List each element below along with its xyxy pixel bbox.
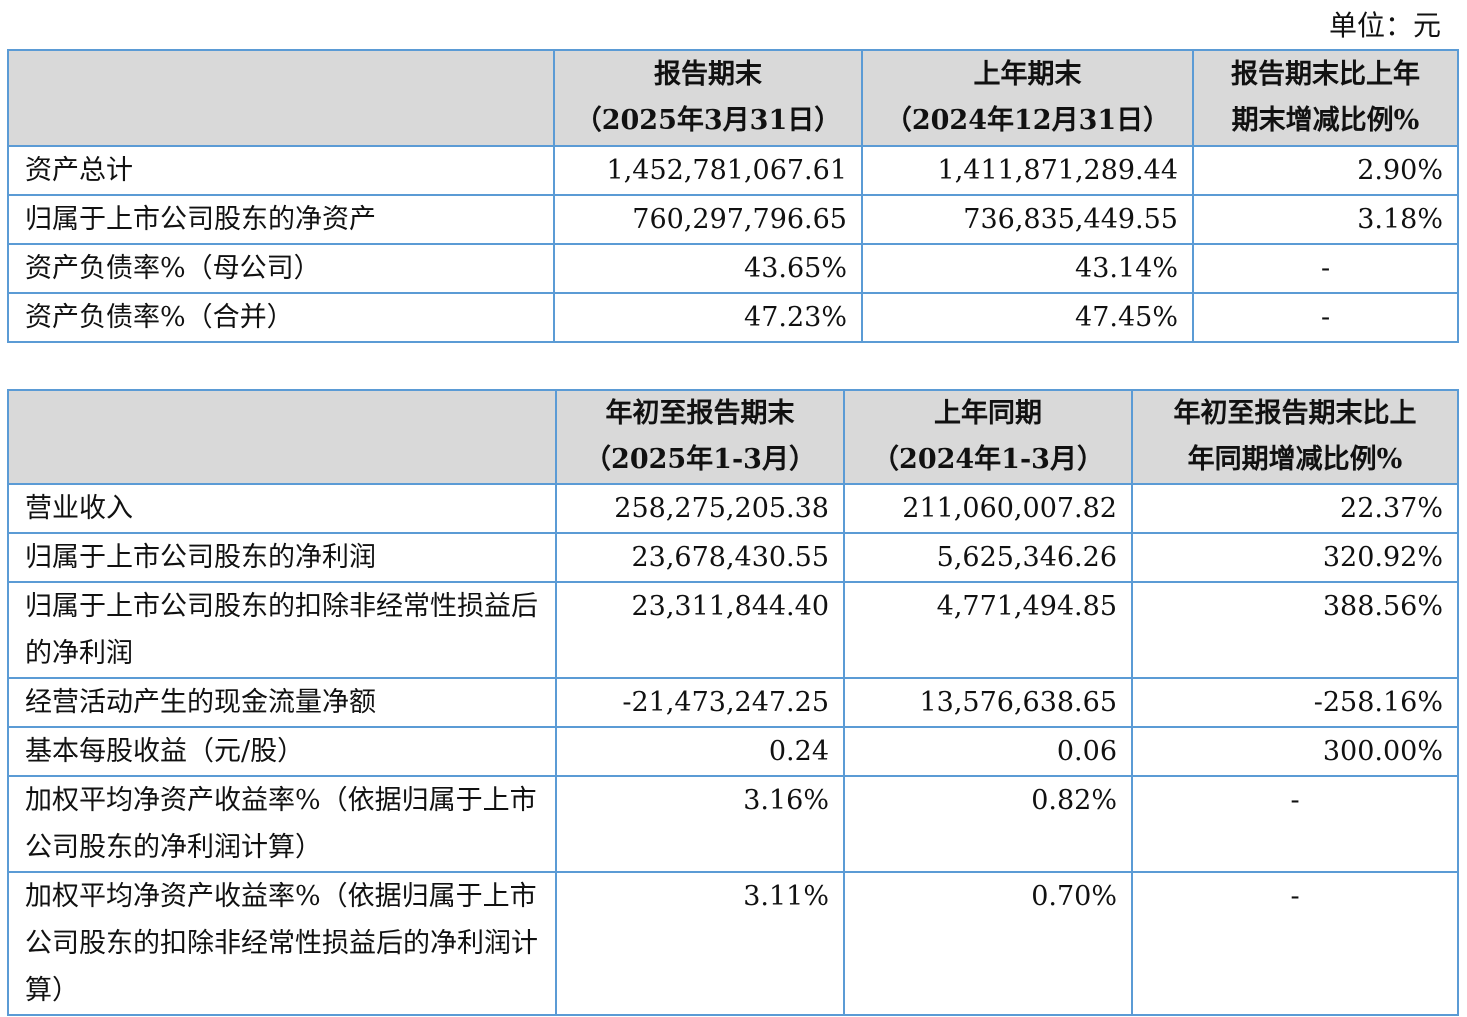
change-value: -258.16% <box>1131 677 1459 728</box>
prior-value: 736,835,449.55 <box>861 194 1194 245</box>
change-value: 388.56% <box>1131 581 1459 679</box>
table-row: 基本每股收益（元/股） 0.24 0.06 300.00% <box>7 726 1459 777</box>
header-ytd-period: 年初至报告期末 （2025年1-3月） <box>555 389 845 485</box>
table-row: 归属于上市公司股东的净资产 760,297,796.65 736,835,449… <box>7 194 1459 245</box>
current-value: 3.11% <box>555 871 845 1016</box>
prior-value: 0.70% <box>843 871 1133 1016</box>
table-row: 归属于上市公司股东的扣除非经常性损益后的净利润 23,311,844.40 4,… <box>7 581 1459 679</box>
row-label: 归属于上市公司股东的扣除非经常性损益后的净利润 <box>7 581 557 679</box>
row-label: 归属于上市公司股东的净资产 <box>7 194 555 245</box>
header-blank-cell <box>7 389 557 485</box>
change-value: 2.90% <box>1192 145 1459 196</box>
balance-sheet-table: 报告期末 （2025年3月31日） 上年期末 （2024年12月31日） 报告期… <box>7 49 1459 343</box>
table-row: 经营活动产生的现金流量净额 -21,473,247.25 13,576,638.… <box>7 677 1459 728</box>
current-value: 47.23% <box>553 292 863 343</box>
current-value: 0.24 <box>555 726 845 777</box>
header-blank-cell <box>7 49 555 147</box>
prior-value: 13,576,638.65 <box>843 677 1133 728</box>
income-statement-table: 年初至报告期末 （2025年1-3月） 上年同期 （2024年1-3月） 年初至… <box>7 389 1459 1016</box>
table-row: 资产负债率%（合并） 47.23% 47.45% - <box>7 292 1459 343</box>
change-value: 320.92% <box>1131 532 1459 583</box>
prior-value: 47.45% <box>861 292 1194 343</box>
prior-value: 5,625,346.26 <box>843 532 1133 583</box>
table-header-row: 年初至报告期末 （2025年1-3月） 上年同期 （2024年1-3月） 年初至… <box>7 389 1459 485</box>
prior-value: 0.06 <box>843 726 1133 777</box>
change-value: 3.18% <box>1192 194 1459 245</box>
row-label: 资产负债率%（母公司） <box>7 243 555 294</box>
header-prior-year-end: 上年期末 （2024年12月31日） <box>861 49 1194 147</box>
current-value: 3.16% <box>555 775 845 873</box>
prior-value: 4,771,494.85 <box>843 581 1133 679</box>
change-value: - <box>1192 292 1459 343</box>
header-change-ratio: 报告期末比上年 期末增减比例% <box>1192 49 1459 147</box>
current-value: -21,473,247.25 <box>555 677 845 728</box>
row-label: 基本每股收益（元/股） <box>7 726 557 777</box>
row-label: 经营活动产生的现金流量净额 <box>7 677 557 728</box>
current-value: 23,678,430.55 <box>555 532 845 583</box>
change-value: - <box>1192 243 1459 294</box>
current-value: 1,452,781,067.61 <box>553 145 863 196</box>
current-value: 760,297,796.65 <box>553 194 863 245</box>
table-row: 资产负债率%（母公司） 43.65% 43.14% - <box>7 243 1459 294</box>
current-value: 43.65% <box>553 243 863 294</box>
table-row: 资产总计 1,452,781,067.61 1,411,871,289.44 2… <box>7 145 1459 196</box>
header-report-period-end: 报告期末 （2025年3月31日） <box>553 49 863 147</box>
header-same-period-last-year: 上年同期 （2024年1-3月） <box>843 389 1133 485</box>
table-row: 加权平均净资产收益率%（依据归属于上市公司股东的净利润计算） 3.16% 0.8… <box>7 775 1459 873</box>
change-value: - <box>1131 871 1459 1016</box>
change-value: 300.00% <box>1131 726 1459 777</box>
unit-label: 单位：元 <box>1328 9 1441 42</box>
prior-value: 1,411,871,289.44 <box>861 145 1194 196</box>
header-change-ratio: 年初至报告期末比上 年同期增减比例% <box>1131 389 1459 485</box>
prior-value: 0.82% <box>843 775 1133 873</box>
change-value: - <box>1131 775 1459 873</box>
prior-value: 211,060,007.82 <box>843 483 1133 534</box>
change-value: 22.37% <box>1131 483 1459 534</box>
current-value: 23,311,844.40 <box>555 581 845 679</box>
table-row: 营业收入 258,275,205.38 211,060,007.82 22.37… <box>7 483 1459 534</box>
row-label: 营业收入 <box>7 483 557 534</box>
row-label: 加权平均净资产收益率%（依据归属于上市公司股东的扣除非经常性损益后的净利润计算） <box>7 871 557 1016</box>
row-label: 资产负债率%（合并） <box>7 292 555 343</box>
row-label: 资产总计 <box>7 145 555 196</box>
row-label: 加权平均净资产收益率%（依据归属于上市公司股东的净利润计算） <box>7 775 557 873</box>
table-row: 归属于上市公司股东的净利润 23,678,430.55 5,625,346.26… <box>7 532 1459 583</box>
row-label: 归属于上市公司股东的净利润 <box>7 532 557 583</box>
current-value: 258,275,205.38 <box>555 483 845 534</box>
table-row: 加权平均净资产收益率%（依据归属于上市公司股东的扣除非经常性损益后的净利润计算）… <box>7 871 1459 1016</box>
table-header-row: 报告期末 （2025年3月31日） 上年期末 （2024年12月31日） 报告期… <box>7 49 1459 147</box>
prior-value: 43.14% <box>861 243 1194 294</box>
